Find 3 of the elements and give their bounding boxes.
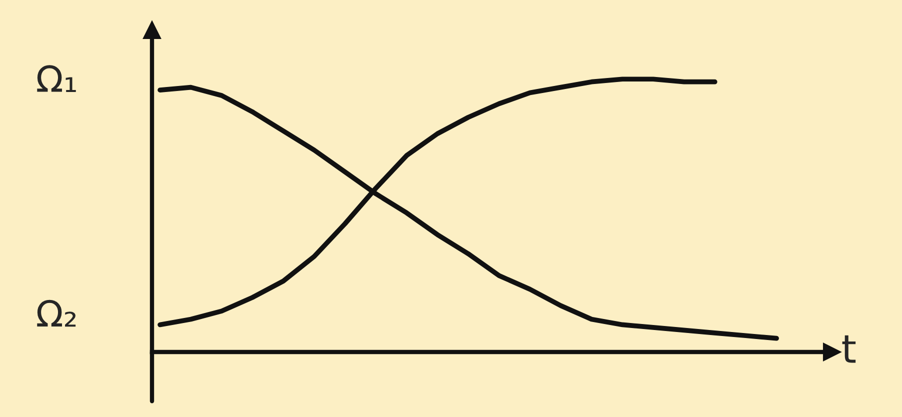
text: Ω₂ — [37, 300, 76, 327]
text: Ω₁ — [37, 65, 76, 92]
x-axis-title: t — [842, 335, 856, 363]
